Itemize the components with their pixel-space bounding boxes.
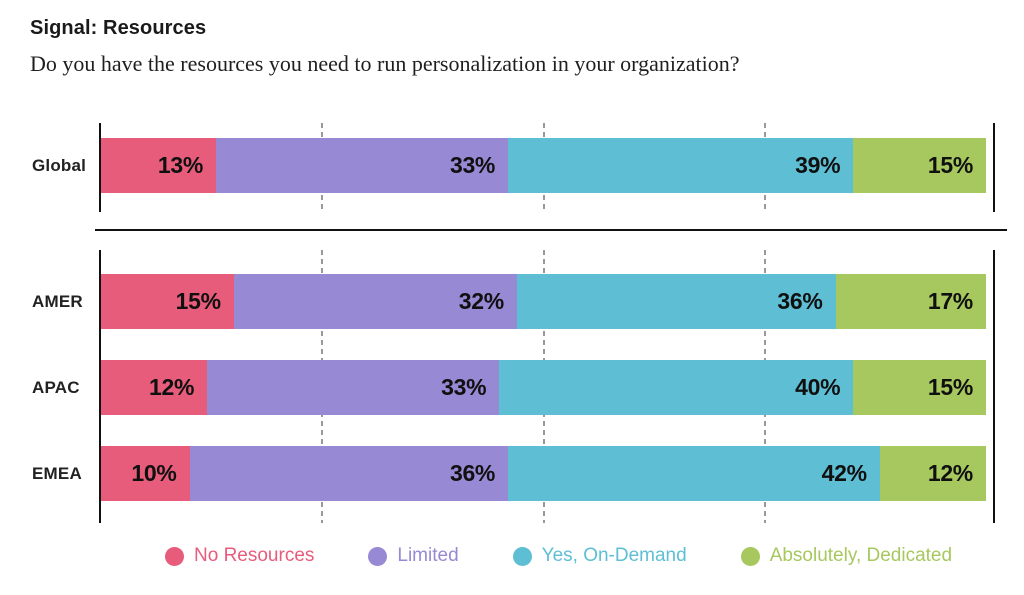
legend-label-absolutely-dedicated: Absolutely, Dedicated	[769, 545, 953, 566]
legend-label-no-resources: No Resources	[194, 545, 315, 566]
bar-row-global: Global 13% 33% 39% 15%	[32, 138, 986, 193]
plot-inner-global: Global 13% 33% 39% 15%	[32, 123, 986, 212]
legend-dot-yes-on-demand-icon	[512, 546, 532, 566]
bar-segment-no-resources: 15%	[101, 274, 234, 329]
bar-segment-yes-on-demand: 40%	[499, 360, 854, 415]
legend-dot-limited-icon	[368, 546, 388, 566]
row-label-emea: EMEA	[32, 463, 82, 483]
stacked-bar-chart: Global 13% 33% 39% 15% AMER 15% 32% 36% 17% AP…	[30, 123, 1024, 567]
row-label-global: Global	[32, 155, 87, 175]
plot-area-global: Global 13% 33% 39% 15%	[32, 123, 995, 212]
bar-value-label: 15%	[927, 152, 973, 178]
plot-inner-regions: AMER 15% 32% 36% 17% APAC 12% 33% 40% 15% EMEA…	[32, 250, 986, 523]
bar-segment-limited: 33%	[207, 360, 500, 415]
legend-dot-no-resources-icon	[165, 546, 184, 566]
regions-group: AMER 15% 32% 36% 17% APAC 12% 33% 40% 15% EMEA…	[30, 250, 1024, 523]
legend-item-yes-on-demand: Yes, On-Demand	[512, 545, 687, 567]
bar-value-label: 12%	[927, 460, 973, 486]
bar-value-label: 10%	[131, 460, 177, 486]
row-label-apac: APAC	[32, 377, 80, 397]
group-divider-line	[95, 229, 1007, 231]
bar-value-label: 39%	[795, 152, 841, 178]
bar-value-label: 17%	[927, 288, 973, 314]
bar-value-label: 36%	[777, 288, 823, 314]
bar-value-label: 32%	[458, 288, 504, 314]
bar-segment-no-resources: 12%	[101, 360, 208, 415]
row-label-amer: AMER	[32, 291, 83, 311]
bar-value-label: 36%	[449, 460, 496, 486]
bar-segment-limited: 36%	[189, 446, 509, 501]
bar-row-amer: AMER 15% 32% 36% 17%	[32, 274, 986, 329]
bar-segment-limited: 33%	[216, 138, 509, 193]
legend-label-limited: Limited	[397, 545, 459, 566]
legend-item-limited: Limited	[368, 545, 459, 567]
chart-subtitle: Do you have the resources you need to ru…	[30, 51, 740, 76]
bar-segment-limited: 32%	[233, 274, 517, 329]
bar-row-apac: APAC 12% 33% 40% 15%	[32, 360, 986, 415]
bar-value-label: 15%	[175, 288, 221, 314]
legend-label-yes-on-demand: Yes, On-Demand	[541, 545, 687, 566]
bar-segment-absolutely-dedicated: 15%	[853, 360, 986, 415]
bar-value-label: 15%	[927, 374, 973, 400]
bar-segment-no-resources: 10%	[101, 446, 190, 501]
chart-legend: No Resources Limited Yes, On-Demand Abso…	[165, 545, 1024, 567]
legend-dot-absolutely-dedicated-icon	[740, 546, 760, 566]
chart-title: Signal: Resources	[30, 17, 207, 39]
bar-value-label: 40%	[795, 374, 841, 400]
plot-area-regions: AMER 15% 32% 36% 17% APAC 12% 33% 40% 15% EMEA…	[32, 250, 995, 523]
bar-value-label: 13%	[157, 152, 204, 178]
bar-value-label: 33%	[449, 152, 496, 178]
bar-segment-absolutely-dedicated: 17%	[835, 274, 986, 329]
bar-segment-absolutely-dedicated: 15%	[853, 138, 986, 193]
bar-value-label: 42%	[821, 460, 867, 486]
bar-segment-yes-on-demand: 42%	[508, 446, 880, 501]
legend-item-absolutely-dedicated: Absolutely, Dedicated	[740, 545, 953, 567]
bar-value-label: 33%	[441, 374, 487, 400]
bar-segment-yes-on-demand: 39%	[508, 138, 854, 193]
bar-row-emea: EMEA 10% 36% 42% 12%	[32, 446, 986, 501]
bar-value-label: 12%	[149, 374, 195, 400]
bar-segment-absolutely-dedicated: 12%	[879, 446, 986, 501]
bar-segment-no-resources: 13%	[101, 138, 217, 193]
bar-segment-yes-on-demand: 36%	[516, 274, 836, 329]
legend-item-no-resources: No Resources	[165, 545, 314, 567]
